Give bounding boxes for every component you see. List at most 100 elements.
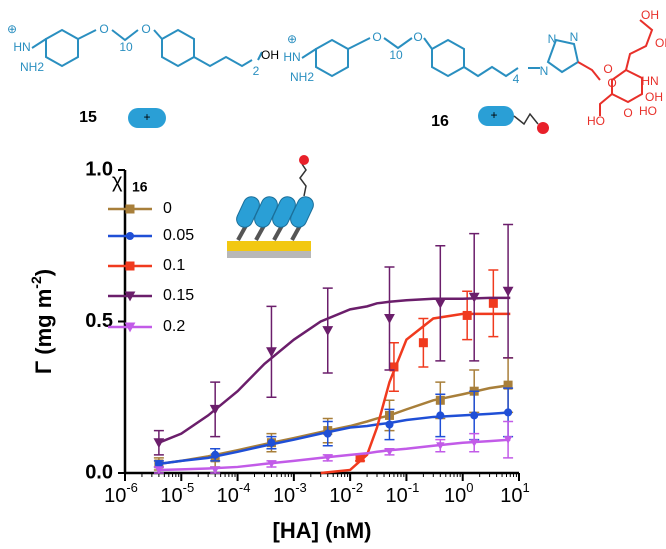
inset [227, 155, 314, 258]
atom-label: OH [655, 36, 666, 50]
marker [154, 466, 164, 475]
atom-label: HO [587, 114, 605, 128]
y-label-part: ) [31, 269, 56, 276]
atom-label: NH2 [20, 60, 44, 74]
tick-exponent: -1 [408, 480, 420, 495]
atom-label: O [99, 22, 108, 36]
marker [462, 310, 472, 320]
legend-marker [125, 261, 135, 271]
x-tick-label: 10-4 [217, 480, 251, 507]
marker [468, 292, 480, 303]
atom-label: ⊕ [7, 22, 17, 36]
atom-label: O [413, 30, 422, 44]
atom-label: N [540, 64, 549, 78]
sugar-dot [537, 122, 549, 134]
legend-marker [125, 204, 135, 214]
tick-base: 10 [329, 485, 351, 507]
marker [267, 438, 276, 447]
atom-label: 2 [253, 64, 260, 78]
y-axis-label: Γ (mg m-2) [28, 269, 56, 374]
atom-label: HN [283, 50, 300, 64]
marker [502, 286, 514, 297]
tick-exponent: 1 [523, 480, 530, 495]
marker [418, 338, 428, 348]
marker [153, 438, 165, 449]
tick-base: 10 [104, 485, 126, 507]
tick-exponent: 0 [466, 480, 473, 495]
marker [503, 436, 513, 444]
atom-label: O [372, 30, 381, 44]
marker [322, 326, 334, 336]
atom-label: N [570, 30, 579, 44]
fit-line [158, 411, 511, 466]
x-tick-label: 100 [444, 480, 473, 507]
x-tick-label: 10-2 [329, 480, 363, 507]
marker [470, 439, 479, 447]
marker [323, 454, 332, 463]
marker [488, 298, 498, 308]
atom-label: 4 [513, 72, 520, 86]
legend-marker [124, 291, 136, 302]
x-tick-label: 10-1 [386, 480, 420, 507]
legend-title: χ [112, 170, 123, 192]
marker [210, 466, 220, 475]
tick-base: 10 [273, 485, 295, 507]
atom-label: 10 [389, 48, 403, 62]
y-tick-label: 0.5 [85, 310, 113, 332]
tick-base: 10 [217, 485, 239, 507]
atom-label: + [143, 110, 150, 124]
atom-label: O [603, 62, 612, 76]
marker [389, 362, 399, 372]
legend-marker [125, 231, 135, 241]
legend-label: 0 [163, 200, 172, 217]
capsule-15 [128, 108, 166, 128]
y-label-part: -2 [28, 276, 44, 289]
marker [384, 313, 395, 324]
structure-16 [301, 37, 580, 78]
marker [504, 408, 513, 417]
chart: 0.00.51.010-6 10-5 10-4 10-3 10-2 10-1 100 101[… [28, 158, 530, 543]
atom-label: HN [641, 74, 658, 88]
y-label-part: Γ (mg m [31, 289, 56, 374]
marker [436, 442, 445, 450]
x-tick-label: 10-6 [104, 480, 138, 507]
legend-label: 0.2 [163, 318, 185, 335]
marker [434, 298, 446, 309]
atom-label: NH2 [290, 70, 314, 84]
atom-label: OH [641, 8, 659, 22]
atom-label: OH [645, 90, 663, 104]
tick-exponent: -5 [183, 480, 195, 495]
x-axis-label: [HA] (nM) [273, 518, 372, 543]
tether [513, 112, 539, 126]
compound-label: 15 [79, 109, 97, 126]
fit-line [158, 383, 511, 466]
tick-exponent: -6 [126, 480, 138, 495]
fit-line [158, 438, 511, 472]
sugar-16 [577, 19, 654, 116]
marker [209, 404, 221, 415]
tick-base: 10 [386, 485, 408, 507]
atom-label: ⊕ [287, 32, 297, 46]
x-tick-label: 10-5 [160, 480, 194, 507]
atom-label: O [607, 76, 616, 90]
legend-marker [124, 322, 136, 333]
capsule-16 [478, 106, 514, 126]
compound-label: 16 [431, 113, 449, 130]
tick-base: 10 [500, 485, 522, 507]
legend-label: 0.05 [163, 227, 194, 244]
tick-base: 10 [160, 485, 182, 507]
legend-label: 0.1 [163, 257, 185, 274]
atom-label: N [548, 32, 557, 46]
tick-base: 10 [444, 485, 466, 507]
atom-label: O [623, 106, 632, 120]
tick-exponent: -4 [239, 480, 251, 495]
marker [355, 453, 365, 463]
marker [267, 460, 276, 469]
legend-label: 0.15 [163, 287, 194, 304]
marker [323, 429, 332, 438]
marker [154, 459, 163, 468]
legend-title-sub: 16 [132, 179, 148, 195]
marker [385, 448, 394, 456]
y-tick-label: 1.0 [85, 158, 113, 180]
